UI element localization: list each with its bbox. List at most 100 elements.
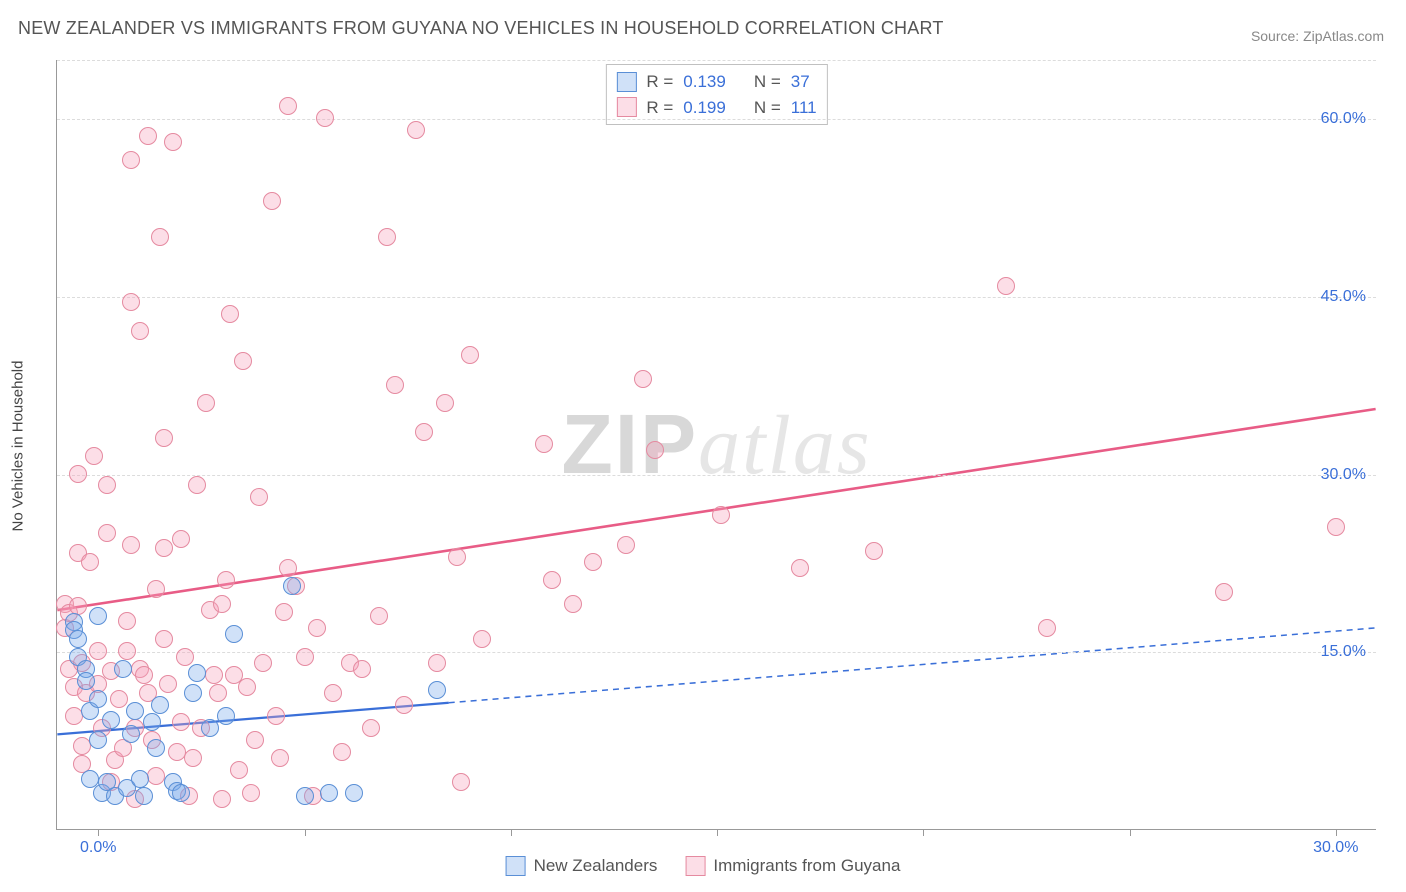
scatter-point [271,749,289,767]
x-tick [1130,829,1131,836]
legend-stat-row: R = 0.199 N = 111 [616,95,816,121]
scatter-point [89,690,107,708]
gridline-h [57,119,1376,120]
scatter-point [89,642,107,660]
scatter-point [172,784,190,802]
scatter-point [135,666,153,684]
scatter-point [118,612,136,630]
scatter-point [213,790,231,808]
scatter-point [345,784,363,802]
scatter-point [283,577,301,595]
scatter-point [159,675,177,693]
legend-swatch [616,72,636,92]
scatter-point [122,293,140,311]
scatter-point [997,277,1015,295]
legend-n-value: 37 [791,69,810,95]
y-tick-label: 30.0% [1321,466,1366,484]
scatter-point [316,109,334,127]
scatter-point [110,690,128,708]
scatter-point [147,767,165,785]
x-tick [511,829,512,836]
legend-swatch [616,97,636,117]
scatter-point [65,707,83,725]
scatter-point [436,394,454,412]
legend-r-label: R = [646,95,673,121]
scatter-point [122,151,140,169]
scatter-point [98,476,116,494]
scatter-point [147,739,165,757]
legend-r-label: R = [646,69,673,95]
scatter-point [147,580,165,598]
scatter-point [428,654,446,672]
scatter-point [865,542,883,560]
gridline-h [57,475,1376,476]
scatter-point [122,536,140,554]
scatter-point [172,713,190,731]
scatter-point [213,595,231,613]
scatter-point [370,607,388,625]
scatter-point [333,743,351,761]
scatter-point [155,539,173,557]
trend-lines [57,60,1376,829]
scatter-point [172,530,190,548]
x-tick-label: 30.0% [1313,839,1358,857]
gridline-h [57,60,1376,61]
x-tick [305,829,306,836]
scatter-point [584,553,602,571]
scatter-point [225,625,243,643]
scatter-point [296,648,314,666]
scatter-point [324,684,342,702]
x-tick [1336,829,1337,836]
scatter-point [279,97,297,115]
scatter-point [362,719,380,737]
plot-area: ZIPatlas R = 0.139 N = 37 R = 0.199 N = … [56,60,1376,830]
legend-series-label: New Zealanders [534,856,658,876]
scatter-point [188,664,206,682]
legend-stats: R = 0.139 N = 37 R = 0.199 N = 111 [605,64,827,125]
scatter-point [155,429,173,447]
scatter-point [217,707,235,725]
scatter-point [168,743,186,761]
scatter-point [275,603,293,621]
scatter-point [246,731,264,749]
gridline-h [57,297,1376,298]
legend-n-value: 111 [791,95,817,121]
scatter-point [452,773,470,791]
x-tick [98,829,99,836]
scatter-point [81,553,99,571]
trend-line [449,628,1376,703]
scatter-point [69,465,87,483]
scatter-point [184,684,202,702]
scatter-point [209,684,227,702]
scatter-point [69,630,87,648]
y-tick-label: 60.0% [1321,110,1366,128]
scatter-point [461,346,479,364]
legend-n-label: N = [754,69,781,95]
scatter-point [98,524,116,542]
scatter-point [448,548,466,566]
scatter-point [535,435,553,453]
scatter-point [85,447,103,465]
scatter-point [308,619,326,637]
scatter-point [73,737,91,755]
scatter-point [428,681,446,699]
scatter-point [263,192,281,210]
scatter-point [184,749,202,767]
scatter-point [131,322,149,340]
scatter-point [126,702,144,720]
legend-r-value: 0.139 [683,69,726,95]
scatter-point [234,352,252,370]
legend-swatch [685,856,705,876]
legend-stat-row: R = 0.139 N = 37 [616,69,816,95]
scatter-point [197,394,215,412]
scatter-point [254,654,272,672]
scatter-point [122,725,140,743]
scatter-point [135,787,153,805]
scatter-point [1038,619,1056,637]
y-tick-label: 45.0% [1321,288,1366,306]
scatter-point [221,305,239,323]
scatter-point [118,642,136,660]
scatter-point [267,707,285,725]
x-tick [923,829,924,836]
scatter-point [407,121,425,139]
